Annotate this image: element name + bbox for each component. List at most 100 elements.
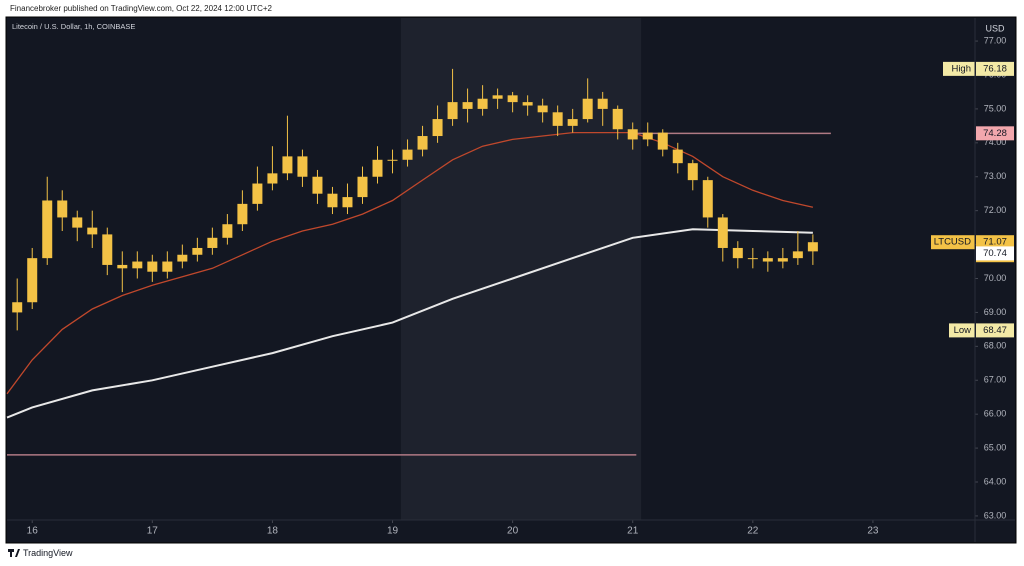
candle-body [162,261,173,272]
candle-body [777,258,788,262]
moving-averages [6,131,814,419]
y-tick-label: 64.00 [984,476,1007,486]
y-tick-label: 70.00 [984,273,1007,283]
publisher-note: Financebroker published on TradingView.c… [10,4,273,13]
candle-body [597,98,608,109]
candle-body [462,102,473,109]
candle-body [207,237,218,248]
x-tick-label: 19 [387,526,399,537]
candle-body [297,156,308,177]
candle-body [627,129,638,140]
x-tick-label: 16 [27,526,39,537]
candle-body [267,173,278,184]
price-label-name: Low [954,325,972,336]
candle-body [792,251,803,259]
y-tick-label: 75.00 [984,103,1007,113]
candle-body [72,217,83,228]
x-tick-label: 17 [147,526,159,537]
moving-average-line [6,228,813,419]
price-labels: 76.18High74.2871.07LTCUSD59:3870.7468.47… [931,61,1014,338]
candle-body [222,224,233,238]
candle-body [402,149,413,160]
highlight [400,18,642,520]
y-tick-label: 63.00 [984,510,1007,520]
candle-body [807,242,818,252]
price-label-tag [943,61,975,76]
price-label-value: 71.07 [983,237,1007,248]
brand-name: TradingView [23,548,73,558]
candle-body [312,176,323,194]
candle-body [87,227,98,235]
candle-body [177,254,188,262]
candle-body [717,217,728,248]
x-tick-label: 20 [507,526,519,537]
price-label-box [976,61,1014,76]
candle-body [192,247,203,255]
candle-body [762,258,773,262]
candle-body [117,264,128,269]
candle-body [147,261,158,272]
candle-body [537,105,548,113]
candle-body [237,203,248,225]
price-label-name: LTCUSD [934,237,971,248]
moving-average-line [6,131,814,395]
candle-body [432,119,443,137]
candle-body [327,193,338,208]
y-tick-label: 67.00 [984,375,1007,385]
candle-body [447,102,458,120]
price-label-name: High [951,63,971,74]
price-label-box [976,235,1014,250]
candle-body [582,98,593,120]
candle-body [642,132,653,140]
price-label-value: 76.18 [983,63,1007,74]
y-tick-label: 66.00 [984,409,1007,419]
y-tick-label: 74.00 [984,137,1007,147]
price-label-value: 70.74 [983,248,1007,259]
candle-body [732,247,743,259]
price-label-tag [949,323,975,338]
candles [12,68,818,331]
candle-body [477,98,488,109]
y-tick-label: 69.00 [984,307,1007,317]
price-label-value: 74.28 [983,128,1007,139]
candle-body [672,149,683,164]
y-tick-label: 65.00 [984,442,1007,452]
price-label-box [976,126,1014,141]
candle-body [522,102,533,106]
candle-body [387,159,398,161]
candle-body [282,156,293,174]
candle-body [552,112,563,126]
candle-body [612,108,623,130]
candle-body [252,183,263,204]
candle-body [12,302,23,313]
price-label-tag [931,235,975,250]
candle-body [687,163,698,181]
candle-body [132,261,143,269]
y-tick-label: 68.00 [984,341,1007,351]
price-label-value: 68.47 [983,325,1007,336]
price-label-box [976,323,1014,338]
candle-body [42,200,53,259]
y-tick-label: 77.00 [984,35,1007,45]
x-tick-label: 21 [627,526,639,537]
price-axis: 63.00 64.00 65.00 66.00 67.00 68.00 69.00 70.00… [27,35,1007,536]
candle-body [27,258,38,303]
candle-body [747,258,758,260]
symbol-title: Litecoin / U.S. Dollar, 1h, COINBASE [12,22,135,31]
candle-body [567,119,578,126]
candle-body [342,197,353,208]
x-tick-label: 18 [267,526,279,537]
y-tick-label: 72.00 [984,205,1007,215]
price-label-box [976,246,1014,261]
x-tick-label: 23 [867,526,879,537]
currency-label: USD [985,23,1005,33]
highlight-range [400,18,642,520]
candle-body [657,132,668,150]
candle-body [492,95,503,99]
brand-logo [8,549,20,557]
candle-body [417,136,428,150]
candle-body [357,176,368,198]
x-tick-label: 22 [747,526,759,537]
candle-body [102,234,113,265]
